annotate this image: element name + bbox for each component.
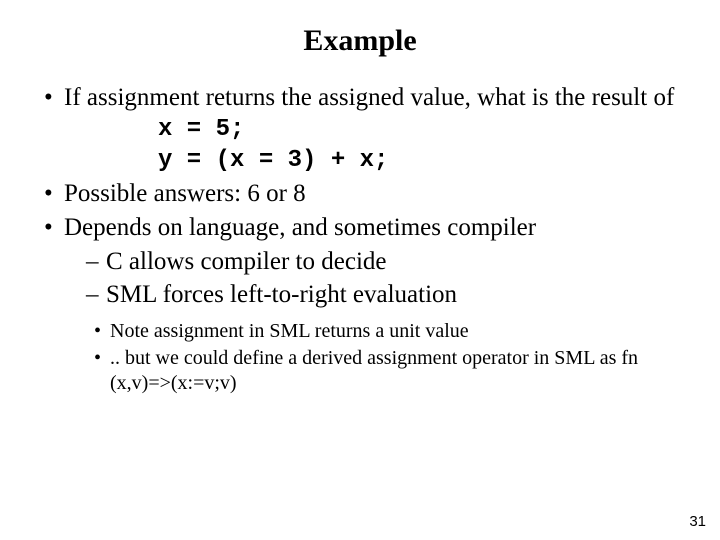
bullet-text: Possible answers: 6 or 8 <box>64 180 306 207</box>
note-bullet-list: Note assignment in SML returns a unit va… <box>64 319 684 396</box>
sub-bullet-list: C allows compiler to decide SML forces l… <box>64 246 684 311</box>
bullet-text: Depends on language, and sometimes compi… <box>64 214 536 241</box>
bullet-text: If assignment returns the assigned value… <box>64 84 674 111</box>
sub-bullet-item: C allows compiler to decide <box>86 246 684 279</box>
note-bullet-item: Note assignment in SML returns a unit va… <box>94 319 684 344</box>
code-line: y = (x = 3) + x; <box>158 145 684 176</box>
bullet-list: If assignment returns the assigned value… <box>36 82 684 396</box>
note-bullet-text: Note assignment in SML returns a unit va… <box>110 320 469 342</box>
note-bullet-text: .. but we could define a derived assignm… <box>110 347 638 394</box>
code-line: x = 5; <box>158 114 684 145</box>
bullet-item: Possible answers: 6 or 8 <box>44 178 684 210</box>
bullet-item: If assignment returns the assigned value… <box>44 82 684 176</box>
note-bullet-item: .. but we could define a derived assignm… <box>94 346 684 396</box>
slide-title: Example <box>36 24 684 58</box>
sub-bullet-text: SML forces left-to-right evaluation <box>106 281 457 308</box>
sub-bullet-text: C allows compiler to decide <box>106 248 386 275</box>
page-number: 31 <box>689 513 706 530</box>
sub-bullet-item: SML forces left-to-right evaluation <box>86 279 684 312</box>
bullet-item: Depends on language, and sometimes compi… <box>44 212 684 396</box>
